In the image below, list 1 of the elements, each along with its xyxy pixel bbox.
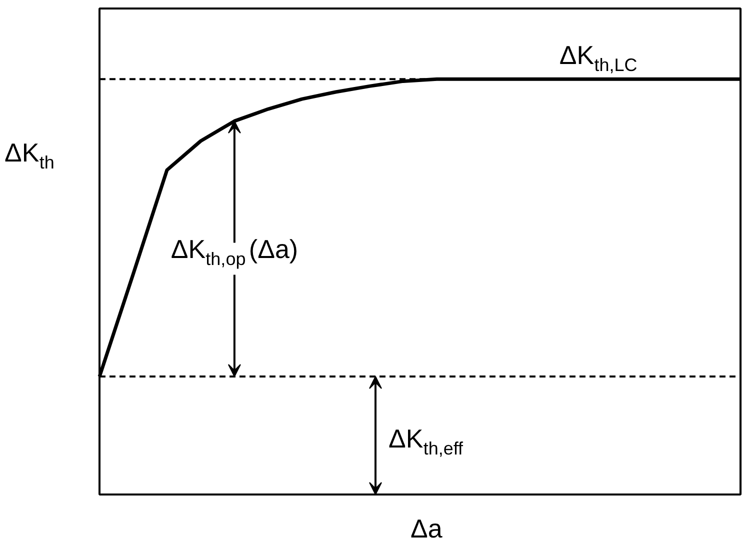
x-axis-title: Δa <box>410 514 443 544</box>
